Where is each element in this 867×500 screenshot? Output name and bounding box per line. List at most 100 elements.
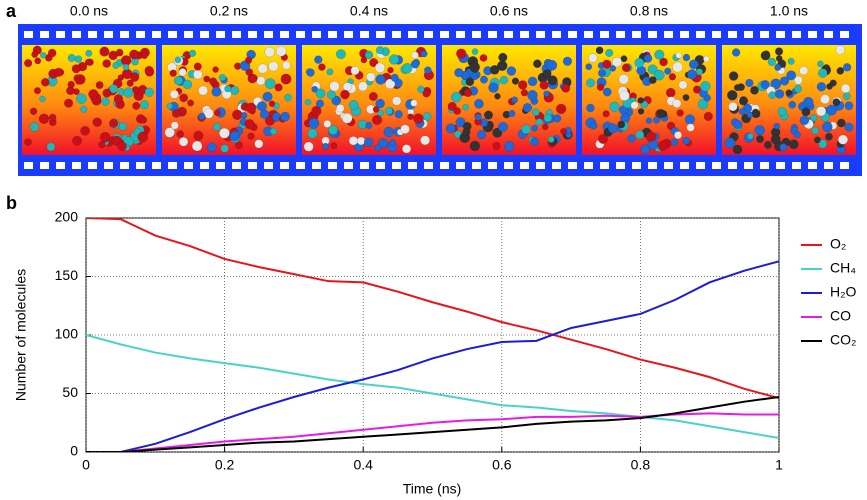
molecule xyxy=(619,90,630,101)
molecule xyxy=(33,87,42,95)
molecule xyxy=(75,78,82,85)
molecule xyxy=(377,109,385,117)
legend-label: CH₄ xyxy=(830,260,856,276)
molecule xyxy=(511,96,519,104)
molecule xyxy=(456,48,467,59)
molecule xyxy=(38,113,50,125)
molecule xyxy=(832,98,841,107)
molecule xyxy=(727,89,738,101)
molecule xyxy=(670,138,679,147)
molecule xyxy=(375,74,386,85)
sprocket-hole xyxy=(280,162,289,169)
molecule xyxy=(561,83,571,93)
molecule xyxy=(193,130,204,141)
molecule xyxy=(198,85,209,96)
molecule xyxy=(348,136,359,146)
molecule xyxy=(586,78,596,88)
sprocket-hole xyxy=(792,162,801,169)
molecule xyxy=(450,91,462,103)
molecule xyxy=(527,89,538,101)
molecule xyxy=(40,78,50,87)
molecule xyxy=(219,127,230,139)
molecule xyxy=(244,119,255,130)
molecule xyxy=(664,67,672,75)
molecule xyxy=(245,102,257,114)
molecule xyxy=(788,139,799,150)
molecule xyxy=(99,131,111,143)
molecule xyxy=(348,99,359,110)
molecule xyxy=(144,65,154,76)
molecule xyxy=(645,131,657,142)
molecule xyxy=(249,74,258,83)
molecule xyxy=(211,86,222,97)
sprocket-hole xyxy=(24,31,33,38)
molecule xyxy=(189,49,197,57)
molecule xyxy=(400,124,410,134)
molecule xyxy=(597,69,607,78)
molecule xyxy=(499,75,509,85)
molecule xyxy=(733,84,741,92)
molecule xyxy=(315,88,326,99)
molecule xyxy=(609,101,620,112)
sprocket-hole xyxy=(248,162,257,169)
molecule xyxy=(71,64,81,74)
molecule xyxy=(304,98,312,106)
molecule xyxy=(785,89,793,97)
frame-label: 0.2 ns xyxy=(210,3,248,19)
molecule xyxy=(799,115,810,126)
molecule xyxy=(88,89,99,100)
molecule xyxy=(779,76,790,86)
molecule xyxy=(410,99,418,107)
y-tick-label: 50 xyxy=(62,384,78,400)
sprocket-hole xyxy=(520,31,529,38)
molecule xyxy=(74,55,83,63)
molecule xyxy=(703,55,710,63)
legend-label: CO xyxy=(830,308,851,324)
molecule xyxy=(835,45,846,55)
sprocket-hole xyxy=(424,162,433,169)
molecule xyxy=(657,140,668,151)
molecule xyxy=(328,125,338,135)
molecule xyxy=(365,121,373,129)
molecule xyxy=(256,76,266,86)
sprocket-hole xyxy=(408,31,417,38)
molecule xyxy=(598,134,608,144)
molecule xyxy=(489,65,500,75)
molecule xyxy=(178,137,189,147)
sprocket-hole xyxy=(456,31,465,38)
molecule xyxy=(117,141,127,152)
sprocket-hole xyxy=(248,31,257,38)
sprocket-hole xyxy=(312,31,321,38)
molecule xyxy=(678,80,688,90)
sprocket-hole xyxy=(40,31,49,38)
molecule xyxy=(314,55,323,64)
sprocket-hole xyxy=(808,162,817,169)
molecule xyxy=(378,138,389,149)
y-tick-label: 150 xyxy=(55,267,79,283)
molecule xyxy=(630,101,639,110)
molecule xyxy=(777,106,787,117)
molecule xyxy=(356,136,366,146)
molecule xyxy=(754,125,765,136)
molecule xyxy=(206,142,217,153)
molecule xyxy=(385,106,393,115)
molecule xyxy=(139,100,150,110)
molecule xyxy=(372,106,380,113)
molecule xyxy=(384,78,396,90)
series-line xyxy=(86,218,779,400)
molecule xyxy=(53,67,64,77)
molecule xyxy=(817,68,828,78)
molecule xyxy=(173,76,183,86)
molecule xyxy=(179,93,189,103)
molecule xyxy=(844,122,854,132)
sprocket-hole xyxy=(120,162,129,169)
molecule xyxy=(747,132,754,140)
molecule xyxy=(553,114,562,123)
molecule xyxy=(193,62,202,71)
molecule xyxy=(825,132,833,141)
molecule xyxy=(837,134,849,145)
molecule xyxy=(455,117,466,128)
molecule xyxy=(453,107,462,115)
molecule xyxy=(492,141,501,150)
sprocket-hole xyxy=(792,31,801,38)
